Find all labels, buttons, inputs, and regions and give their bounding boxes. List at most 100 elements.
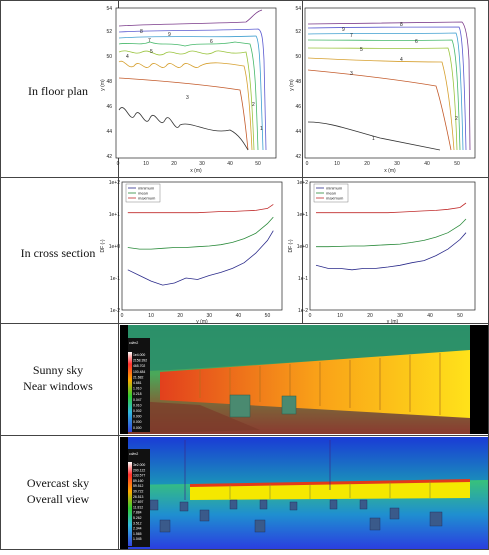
contour-label: 4	[126, 54, 129, 60]
y-tick: 1e-2	[110, 308, 120, 314]
y-axis-label: y (m)	[289, 79, 295, 91]
legend-box	[313, 183, 349, 203]
series-line-maximum	[316, 202, 467, 214]
legend-entry: mean	[138, 191, 148, 196]
contour-label: 1	[260, 126, 263, 132]
x-tick: 10	[334, 161, 340, 167]
legend-value: 3e2.000	[133, 463, 145, 467]
cross-section-right: 1e-2 1e-1 1e+0 1e+1 1e+2 0 10 20 30 40 50 y (m) DF (…	[288, 180, 476, 325]
contour-label: 8	[400, 22, 403, 28]
y-tick: 50	[295, 54, 301, 60]
legend-value: 0.002	[133, 409, 142, 413]
contour-label: 2	[252, 102, 255, 108]
legend-value: 465.702	[133, 364, 145, 368]
legend-box	[125, 183, 161, 203]
legend-value: 21.682	[133, 375, 143, 379]
legend-value: 3.512	[133, 521, 142, 525]
contour-label: 9	[168, 32, 171, 38]
contour-label: 3	[186, 95, 189, 101]
legend-value: 0.000	[133, 426, 142, 430]
x-tick: 30	[397, 313, 403, 319]
legend-value: 4.681	[133, 381, 142, 385]
legend-unit: cd/m2	[129, 452, 138, 456]
row-label-floor-plan: In floor plan	[28, 84, 88, 98]
x-tick: 40	[427, 313, 433, 319]
legend-value: 5.262	[133, 516, 142, 520]
legend-value: 0.218	[133, 392, 142, 396]
y-tick: 1e-1	[110, 276, 120, 282]
legend-value: 0.000	[133, 415, 142, 419]
y-tick: 42	[106, 154, 112, 160]
y-tick: 46	[106, 104, 112, 110]
floor-plan-left: 8 9 7 6 5 4 3 2 1 42 44 46 48 50 52 54 0…	[100, 6, 277, 174]
overcast-legend	[128, 449, 150, 547]
contour-label: 7	[148, 38, 151, 44]
y-tick: 1e-1	[298, 276, 308, 282]
contour-label: 2	[455, 116, 458, 122]
legend-value: 11.812	[133, 505, 143, 509]
x-tick: 20	[177, 313, 183, 319]
sunny-legend	[128, 338, 150, 432]
floor-plan-right-contour-labels: 8 9 7 6 5 4 3 2 1	[342, 22, 458, 142]
series-line-maximum	[127, 204, 274, 214]
y-tick: 1e+2	[297, 180, 308, 186]
legend-value: 7.884	[133, 511, 142, 515]
legend-entry: maximum	[326, 196, 344, 201]
series-line-minimum	[127, 230, 274, 286]
x-tick: 40	[227, 161, 233, 167]
floor-plan-left-ticks: 42 44 46 48 50 52 54 0 10 20 30 40 50 x …	[100, 6, 261, 174]
floor-plan-right-ticks: 42 44 46 48 50 52 54 0 10 20 30 40 50 x …	[289, 6, 460, 174]
contour-label: 5	[150, 49, 153, 55]
legend-value: 0.000	[133, 420, 142, 424]
x-tick: 20	[367, 313, 373, 319]
legend-value: 0.010	[133, 403, 142, 407]
y-tick: 1e+0	[297, 244, 308, 250]
overcast-benches	[149, 499, 443, 533]
y-tick: 1e+0	[109, 244, 120, 250]
overcast-render	[120, 437, 488, 549]
x-tick: 40	[236, 313, 242, 319]
x-axis-label: x (m)	[384, 168, 396, 174]
cross-section-left: 1e-2 1e-1 1e+0 1e+1 1e+2 0 10 20 30 40 50 y (m) DF (…	[100, 180, 283, 325]
y-axis-label: DF (-)	[288, 239, 294, 252]
y-tick: 1e-2	[298, 308, 308, 314]
x-tick: 0	[306, 161, 309, 167]
y-tick: 1e+2	[109, 180, 120, 186]
x-tick: 50	[265, 313, 271, 319]
x-tick: 50	[457, 313, 463, 319]
sunny-render	[120, 325, 488, 434]
row-label-sunny-2: Near windows	[23, 379, 93, 393]
legend-value: 59.512	[133, 484, 143, 488]
x-axis-label: x (m)	[190, 168, 202, 174]
overcast-window-mullions	[229, 481, 431, 499]
legend-value: 1.010	[133, 387, 142, 391]
row-label-sunny-1: Sunny sky	[33, 363, 83, 377]
x-axis-label: y (m)	[196, 319, 208, 325]
x-tick: 50	[255, 161, 261, 167]
legend-value: 133.577	[133, 474, 145, 478]
y-tick: 54	[295, 6, 301, 12]
legend-value: 2.344	[133, 527, 142, 531]
legend-value: 89.160	[133, 479, 143, 483]
x-tick: 30	[199, 161, 205, 167]
legend-entry: maximum	[138, 196, 156, 201]
legend-unit: cd/m2	[129, 341, 138, 345]
y-tick: 44	[295, 129, 301, 135]
legend-value: 1.045	[133, 537, 142, 541]
y-axis-label: DF (-)	[100, 239, 106, 252]
legend-value: 200.122	[133, 468, 145, 472]
bench-shape	[281, 395, 297, 415]
overcast-columns	[184, 440, 331, 500]
legend-entry: minimum	[138, 186, 155, 191]
y-tick: 1e+1	[109, 212, 120, 218]
contour-label: 5	[360, 47, 363, 53]
floor-plan-right: 8 9 7 6 5 4 3 2 1 42 44 46 48 50 52 54 0…	[289, 6, 476, 174]
x-tick: 0	[121, 313, 124, 319]
contour-label: 6	[210, 39, 213, 45]
y-tick: 42	[295, 154, 301, 160]
series-line-mean	[127, 216, 274, 250]
legend-entry: mean	[326, 191, 336, 196]
y-tick: 54	[106, 6, 112, 12]
